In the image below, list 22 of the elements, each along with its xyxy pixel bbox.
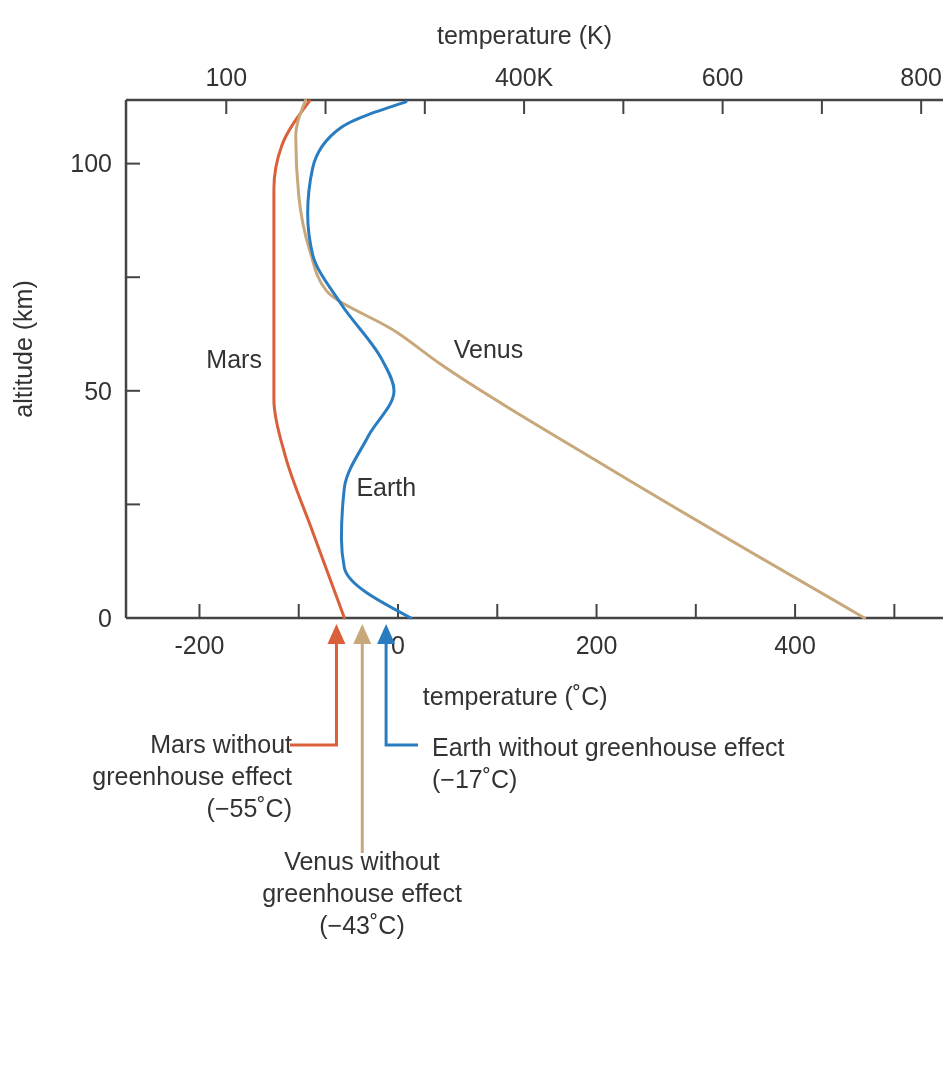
x-tick-label: 400 bbox=[774, 631, 816, 659]
x2-tick-label: 800 bbox=[900, 63, 943, 91]
series-label: Venus bbox=[453, 335, 524, 364]
x-tick-label: -200 bbox=[174, 631, 225, 659]
y-tick-label: 100 bbox=[70, 149, 112, 178]
x2-tick-label: 100 bbox=[205, 63, 248, 91]
x2-tick-label: 600 bbox=[701, 63, 744, 91]
x-tick-label: 200 bbox=[575, 631, 618, 659]
line-series bbox=[306, 100, 413, 620]
series-label: Earth bbox=[356, 473, 417, 502]
series-label: Mars bbox=[206, 344, 262, 373]
x2-axis-title: temperature (K) bbox=[436, 21, 613, 49]
y-axis-title: altitude (km) bbox=[9, 280, 37, 418]
line-series bbox=[294, 98, 867, 620]
line-series bbox=[272, 99, 346, 620]
x-axis-title: temperature (˚C) bbox=[422, 682, 608, 710]
text: Venus without greenhouse effect (−43˚C) bbox=[262, 847, 462, 939]
text: Mars without greenhouse effect (−55˚C) bbox=[92, 730, 293, 822]
y-tick-label: 50 bbox=[84, 376, 112, 405]
x2-tick-label: 400K bbox=[494, 63, 554, 91]
y-tick-label: 0 bbox=[98, 603, 112, 632]
text: Earth without greenhouse effect (−17˚C) bbox=[432, 733, 785, 793]
